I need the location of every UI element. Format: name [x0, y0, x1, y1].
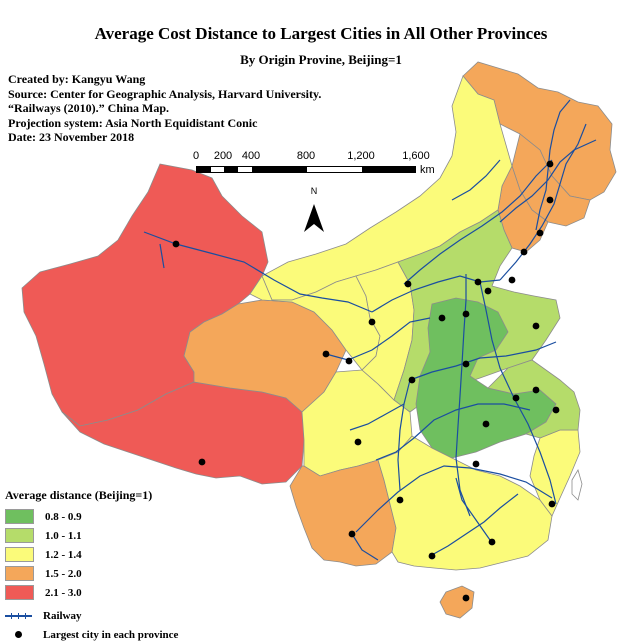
scale-bar: 0 200 400 800 1,200 1,600 km: [190, 150, 435, 178]
metadata-projection: Projection system: Asia North Equidistan…: [8, 115, 258, 130]
scale-label: 800: [296, 150, 316, 162]
legend-city-label: Largest city in each province: [43, 628, 179, 641]
province-heilongjiang: [462, 61, 617, 201]
legend: Average distance (Beijing=1) 0.8 - 0.9 1…: [5, 488, 178, 644]
legend-item: 1.2 - 1.4: [5, 545, 178, 564]
map-subtitle: By Origin Provine, Beijing=1: [240, 52, 402, 67]
metadata-date: Date: 23 November 2018: [8, 130, 135, 145]
scale-label: 1,200: [347, 150, 375, 162]
legend-item: 2.1 - 3.0: [5, 583, 178, 602]
legend-item: 1.5 - 2.0: [5, 564, 178, 583]
legend-swatch: [5, 509, 34, 524]
legend-title: Average distance (Beijing=1): [5, 488, 153, 502]
legend-item: 1.0 - 1.1: [5, 526, 178, 545]
legend-item: 0.8 - 0.9: [5, 507, 178, 526]
north-arrow: N: [302, 186, 326, 232]
metadata-created-by: Created by: Kangyu Wang: [8, 72, 146, 86]
legend-label: 2.1 - 3.0: [45, 586, 82, 599]
scale-label: 400: [241, 150, 261, 162]
railway-line-icon: [5, 609, 32, 622]
scale-label: 200: [213, 150, 233, 162]
province-east-coast: [487, 359, 581, 439]
legend-swatch: [5, 528, 34, 543]
legend-swatch: [5, 585, 34, 600]
metadata-dataset: “Railways (2010).” China Map.: [8, 101, 170, 116]
legend-item-city: Largest city in each province: [5, 625, 178, 644]
legend-railway-label: Railway: [43, 609, 82, 622]
metadata-block: Created by: Kangyu Wang Source: Center f…: [8, 72, 321, 145]
railway-network: [143, 99, 597, 561]
scale-label: 0: [192, 150, 200, 162]
north-arrow-icon: [304, 204, 324, 232]
map-title: Average Cost Distance to Largest Cities …: [94, 24, 548, 43]
legend-swatch: [5, 547, 34, 562]
scale-bar-segments: [196, 166, 416, 173]
legend-swatch: [5, 566, 34, 581]
metadata-source: Source: Center for Geographic Analysis, …: [8, 86, 322, 101]
scale-label: 1,600: [402, 150, 430, 162]
legend-label: 0.8 - 0.9: [45, 510, 82, 523]
province-yunnan: [289, 459, 397, 567]
legend-label: 1.0 - 1.1: [45, 529, 82, 542]
city-markers: [172, 160, 560, 602]
island-taiwan: [571, 469, 583, 501]
province-hainan: [439, 585, 475, 619]
legend-label: 1.2 - 1.4: [45, 548, 82, 561]
city-dot-icon: [5, 631, 32, 638]
legend-label: 1.5 - 2.0: [45, 567, 82, 580]
north-arrow-label: N: [310, 186, 318, 196]
legend-item-railway: Railway: [5, 606, 178, 625]
scale-unit: km: [420, 164, 435, 176]
